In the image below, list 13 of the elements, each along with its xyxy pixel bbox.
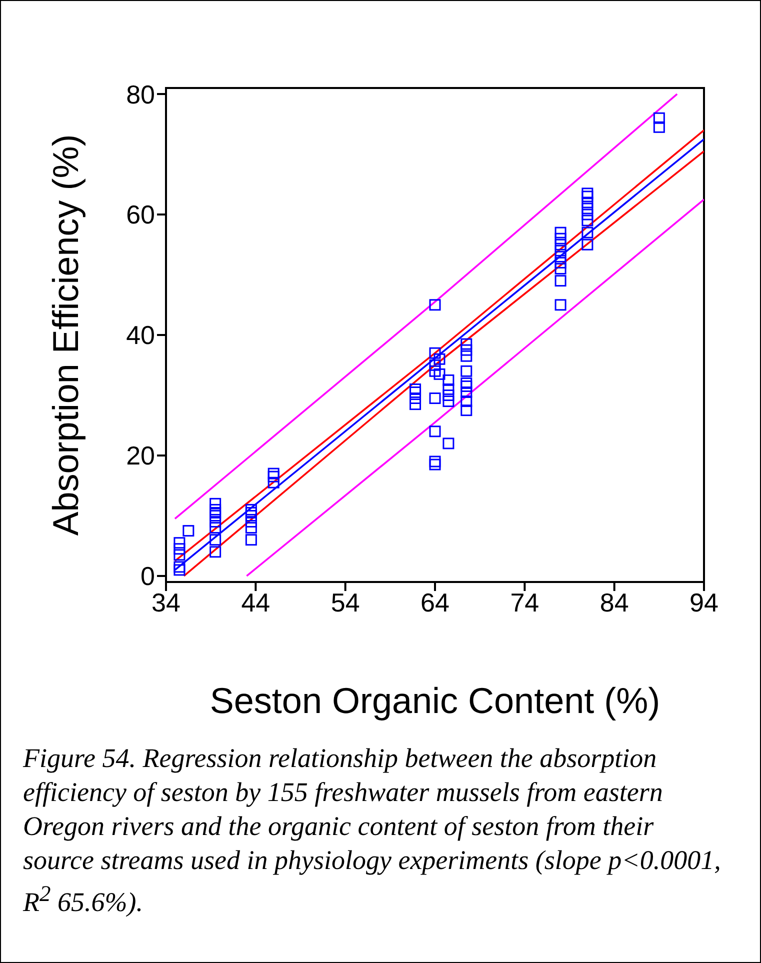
x-tick-label: 44 <box>241 587 270 618</box>
x-tick-label: 74 <box>510 587 540 618</box>
y-tick-label: 80 <box>126 79 155 110</box>
x-tick-label: 64 <box>420 587 450 618</box>
y-axis-title: Absorption Efficiency (%) <box>44 134 86 536</box>
x-tick-label: 94 <box>690 587 718 618</box>
x-tick-label: 84 <box>600 587 629 618</box>
x-tick-label: 54 <box>330 587 360 618</box>
caption: Figure 54. Regression relationship between the absorption efficiency of seston by 155 freshwater mussels from eastern Oregon rivers and the organic content of seston from their source streams used in physiology experiments (slope p<0.0001, R$^{2}$ 65.6%). <box>23 742 722 919</box>
y-tick-label: 20 <box>126 440 155 471</box>
y-tick-label: 40 <box>126 320 155 350</box>
y-tick-label: 60 <box>126 200 155 230</box>
x-axis-title: Seston Organic Content (%) <box>210 680 660 721</box>
